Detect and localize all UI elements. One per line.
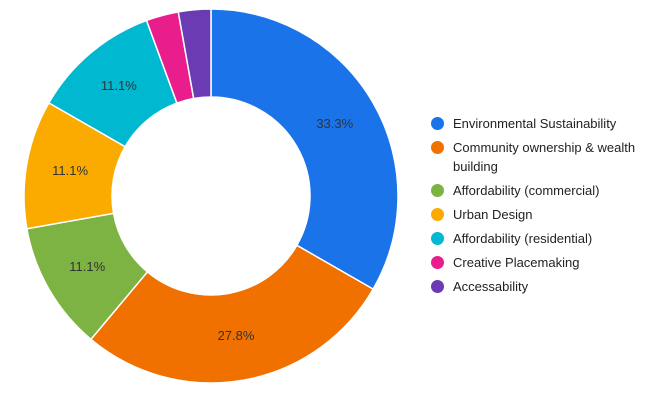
slice-label: 11.1%	[69, 259, 105, 274]
legend-label: Creative Placemaking	[453, 255, 580, 270]
legend-item[interactable]: Urban Design	[431, 205, 667, 224]
legend-item[interactable]: Affordability (residential)	[431, 229, 667, 248]
legend-item[interactable]: Community ownership & wealth building	[431, 138, 667, 176]
legend-label: Environmental Sustainability	[453, 116, 617, 131]
legend-swatch	[431, 117, 444, 130]
legend-label: Affordability (residential)	[453, 231, 593, 246]
legend-swatch	[431, 184, 444, 197]
chart-legend: Environmental Sustainability Community o…	[431, 114, 667, 301]
donut-slice[interactable]	[89, 244, 375, 384]
legend-swatch	[431, 208, 444, 221]
legend-swatch	[431, 280, 444, 293]
donut-chart: 33.3% 27.8% 11.1% 11.1% 11.1%	[23, 8, 399, 384]
legend-item[interactable]: Accessability	[431, 277, 667, 296]
legend-item[interactable]: Creative Placemaking	[431, 253, 667, 272]
legend-label: Accessability	[453, 279, 529, 294]
legend-swatch	[431, 232, 444, 245]
legend-item[interactable]: Affordability (commercial)	[431, 181, 667, 200]
legend-label: Urban Design	[453, 207, 533, 222]
legend-label: Community ownership & wealth building	[453, 140, 636, 174]
donut-slice[interactable]	[177, 8, 212, 100]
slice-label: 11.1%	[101, 78, 137, 93]
slice-label: 11.1%	[52, 163, 88, 178]
legend-swatch	[431, 141, 444, 154]
legend-swatch	[431, 256, 444, 269]
slice-label: 27.8%	[218, 328, 255, 343]
donut-slice[interactable]	[210, 8, 399, 291]
legend-item[interactable]: Environmental Sustainability	[431, 114, 667, 133]
slice-label: 33.3%	[316, 116, 353, 131]
legend-label: Affordability (commercial)	[453, 183, 600, 198]
